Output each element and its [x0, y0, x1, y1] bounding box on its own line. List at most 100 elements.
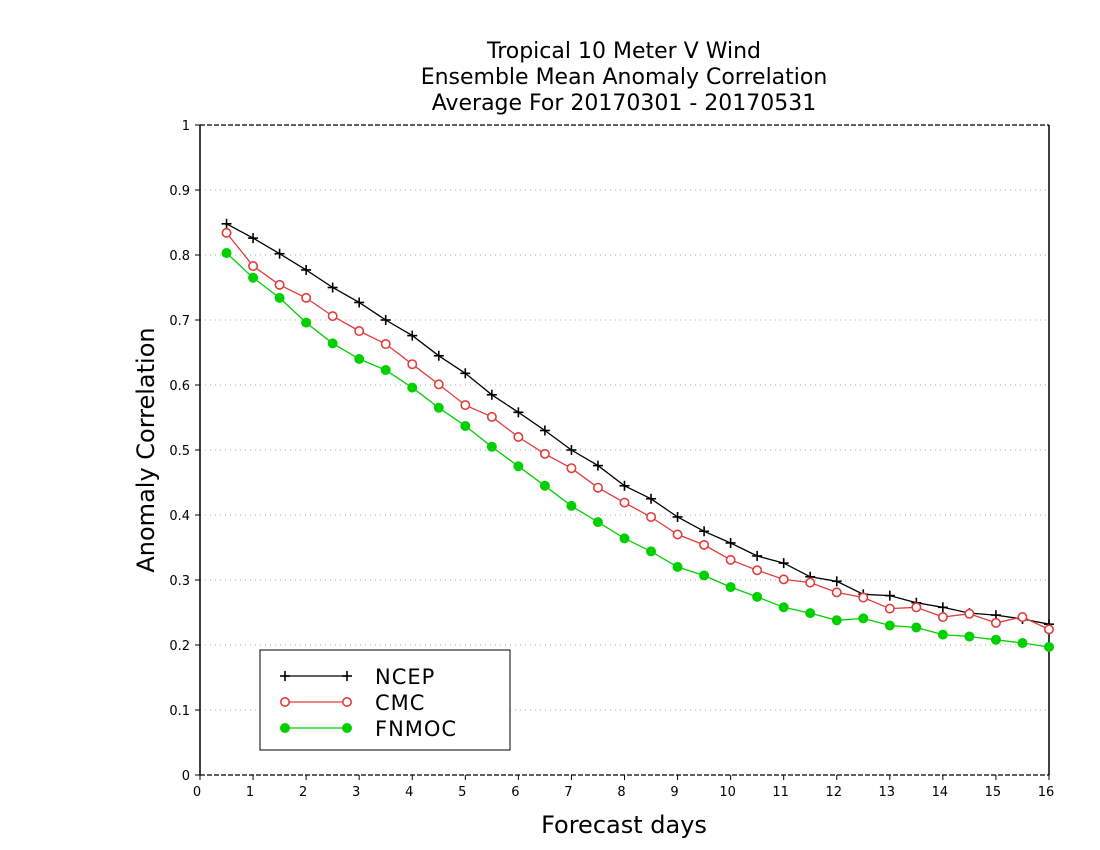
- data-point-cmc: [646, 511, 657, 522]
- x-tick-label: 15: [985, 785, 1002, 800]
- data-point-cmc: [1044, 624, 1055, 635]
- series-ncep: [221, 218, 1054, 630]
- legend-box: [259, 649, 511, 751]
- data-point-ncep: [831, 576, 842, 587]
- y-tick-label: 0.5: [169, 444, 190, 459]
- data-point-cmc: [725, 554, 736, 565]
- data-point-cmc: [566, 463, 577, 474]
- data-point-cmc: [539, 448, 550, 459]
- data-point-fnmoc: [248, 272, 259, 283]
- data-point-ncep: [937, 602, 948, 613]
- data-point-cmc: [327, 311, 338, 322]
- data-point-fnmoc: [513, 461, 524, 472]
- data-point-fnmoc: [1017, 638, 1028, 649]
- data-point-cmc: [831, 587, 842, 598]
- y-tick-label: 0.6: [169, 379, 190, 394]
- data-point-fnmoc: [274, 292, 285, 303]
- data-point-fnmoc: [221, 248, 232, 259]
- y-tick-label: 0.3: [169, 574, 190, 589]
- data-point-cmc: [301, 292, 312, 303]
- data-point-cmc: [858, 592, 869, 603]
- data-point-fnmoc: [301, 317, 312, 328]
- data-point-fnmoc: [699, 570, 710, 581]
- legend-item-ncep: NCEP: [280, 665, 435, 689]
- grid-lines: [200, 189, 1049, 711]
- data-point-ncep: [752, 550, 763, 561]
- data-point-ncep: [407, 330, 418, 341]
- y-axis-label: Anomaly Correlation: [132, 327, 160, 572]
- data-point-ncep: [460, 368, 471, 379]
- data-point-fnmoc: [752, 591, 763, 602]
- x-tick-label: 8: [617, 785, 625, 800]
- data-point-fnmoc: [805, 608, 816, 619]
- data-point-ncep: [672, 511, 683, 522]
- data-point-ncep: [699, 526, 710, 537]
- x-tick-label: 2: [299, 785, 307, 800]
- data-point-cmc: [752, 565, 763, 576]
- legend-marker-ncep: [342, 671, 352, 681]
- title-line-2: Ensemble Mean Anomaly Correlation: [421, 65, 828, 90]
- data-point-fnmoc: [433, 402, 444, 413]
- data-point-fnmoc: [486, 441, 497, 452]
- data-point-ncep: [778, 558, 789, 569]
- data-point-cmc: [990, 617, 1001, 628]
- title-line-1: Tropical 10 Meter V Wind: [486, 39, 761, 64]
- data-point-ncep: [725, 537, 736, 548]
- data-point-ncep: [513, 407, 524, 418]
- series-fnmoc: [221, 248, 1054, 652]
- data-point-cmc: [1017, 612, 1028, 623]
- data-point-fnmoc: [327, 338, 338, 349]
- data-point-fnmoc: [672, 562, 683, 572]
- chart-title: Tropical 10 Meter V Wind Ensemble Mean A…: [421, 39, 828, 116]
- data-point-cmc: [274, 279, 285, 290]
- x-tick-label: 7: [564, 785, 572, 800]
- legend-item-fnmoc: FNMOC: [280, 717, 456, 741]
- data-point-cmc: [778, 574, 789, 585]
- data-point-cmc: [592, 482, 603, 493]
- axes: 00.10.20.30.40.50.60.70.80.910 1 2 3 4 5 6 7 8 9 1…: [169, 119, 1054, 800]
- x-tick-label: 12: [825, 785, 842, 800]
- data-point-fnmoc: [858, 613, 869, 624]
- title-line-3: Average For 20170301 - 20170531: [432, 91, 817, 116]
- data-point-fnmoc: [725, 582, 736, 593]
- data-point-ncep: [301, 264, 312, 275]
- data-point-ncep: [380, 315, 391, 325]
- x-axis-label: Forecast days: [541, 811, 707, 839]
- data-point-fnmoc: [884, 620, 895, 631]
- data-point-ncep: [274, 248, 285, 259]
- data-point-ncep: [486, 389, 497, 400]
- x-tick-label: 4: [405, 785, 413, 800]
- data-point-cmc: [460, 400, 471, 411]
- x-tick-label: 1: [246, 785, 254, 800]
- data-point-cmc: [699, 539, 710, 550]
- data-point-fnmoc: [831, 615, 842, 626]
- data-point-cmc: [513, 431, 524, 442]
- data-point-fnmoc: [566, 500, 577, 511]
- y-tick-label: 1: [182, 119, 190, 134]
- legend-label-ncep: NCEP: [375, 665, 435, 689]
- series-line-cmc: [225, 232, 1050, 630]
- data-point-cmc: [964, 608, 975, 619]
- legend-marker-fnmoc: [280, 723, 290, 733]
- data-point-ncep: [327, 282, 338, 293]
- data-point-cmc: [486, 411, 497, 422]
- data-point-cmc: [221, 227, 232, 238]
- data-point-ncep: [539, 425, 550, 436]
- legend-marker-cmc: [279, 696, 290, 707]
- legend-marker-cmc: [341, 696, 352, 707]
- data-point-cmc: [248, 261, 259, 272]
- data-point-fnmoc: [539, 480, 550, 491]
- series-cmc: [221, 227, 1055, 635]
- data-point-fnmoc: [937, 629, 948, 640]
- data-point-fnmoc: [354, 354, 365, 364]
- x-tick-label: 5: [458, 785, 466, 800]
- data-point-ncep: [884, 590, 895, 601]
- y-tick-label: 0.4: [169, 509, 190, 524]
- data-point-fnmoc: [911, 622, 922, 633]
- data-point-ncep: [592, 460, 603, 471]
- data-point-fnmoc: [778, 602, 789, 613]
- data-point-fnmoc: [407, 382, 418, 393]
- data-point-cmc: [433, 379, 444, 390]
- x-tick-label: 9: [670, 785, 678, 800]
- data-point-cmc: [937, 612, 948, 623]
